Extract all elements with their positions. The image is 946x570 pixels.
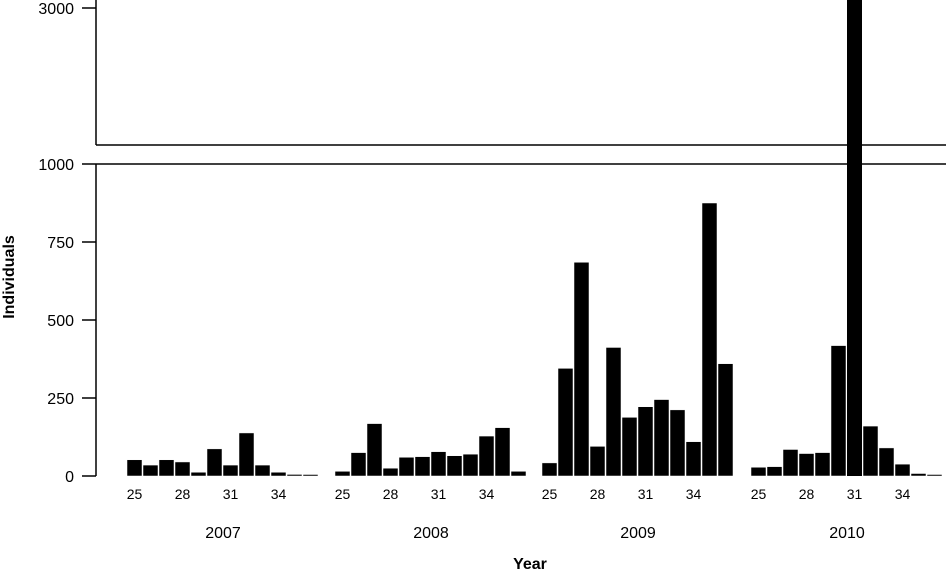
bar: [862, 425, 879, 477]
bar: [669, 409, 686, 477]
bar: [573, 262, 590, 477]
bar: [158, 459, 175, 477]
year-group-label: 2007: [205, 525, 241, 542]
bar: [717, 363, 734, 477]
bar: [350, 452, 367, 477]
y-tick-label: 0: [65, 469, 74, 486]
x-tick-label: 31: [223, 486, 239, 502]
bar: [830, 345, 847, 477]
x-tick-label: 31: [638, 486, 654, 502]
x-tick-label: 28: [175, 486, 191, 502]
x-tick-label: 25: [751, 486, 767, 502]
x-tick-label: 34: [895, 486, 911, 502]
bar: [430, 451, 447, 477]
bars: [126, 0, 943, 477]
bar: [206, 448, 223, 477]
y-tick-label: 1000: [38, 157, 74, 174]
bar: [334, 471, 351, 477]
bar: [847, 164, 862, 476]
labels: 0 250 500 750 1000 3000 25 28 31 34 2007 25 28 31 34 20…: [38, 1, 910, 542]
x-tick-label: 31: [847, 486, 863, 502]
x-tick-label: 25: [542, 486, 558, 502]
bar: [142, 464, 159, 477]
x-tick-label: 28: [383, 486, 399, 502]
x-tick-label: 31: [431, 486, 447, 502]
bar: [557, 368, 574, 477]
x-tick-label: 28: [590, 486, 606, 502]
bar: [685, 441, 702, 477]
bar: [910, 473, 927, 477]
year-group-label: 2009: [620, 525, 656, 542]
bar: [126, 459, 143, 477]
x-axis-title: Year: [513, 556, 547, 570]
bar: [254, 464, 271, 477]
x-tick-label: 34: [271, 486, 287, 502]
bar: [589, 446, 606, 477]
bar: [414, 456, 431, 477]
bar: [190, 472, 207, 477]
bar: [798, 453, 815, 477]
bar: [926, 474, 943, 477]
x-tick-label: 25: [335, 486, 351, 502]
bar: [605, 347, 622, 477]
bar: [637, 406, 654, 477]
bar: [621, 417, 638, 477]
y-tick-label: 750: [47, 235, 74, 252]
year-group-label: 2010: [829, 525, 865, 542]
bar: [174, 461, 191, 477]
bar: [541, 462, 558, 477]
bar: [814, 452, 831, 477]
bar: [446, 455, 463, 477]
y-axis-title: Individuals: [1, 235, 18, 319]
bar: [366, 423, 383, 477]
x-tick-label: 34: [479, 486, 495, 502]
bar: [222, 464, 239, 477]
bar: [286, 474, 303, 477]
bar: [382, 467, 399, 477]
bar: [653, 399, 670, 477]
upper-panel: [82, 0, 946, 146]
lower-panel: [82, 163, 946, 477]
bar: [510, 471, 527, 477]
bar: [302, 474, 319, 477]
bar: [782, 449, 799, 477]
bar: [701, 202, 718, 477]
x-tick-label: 34: [686, 486, 702, 502]
bar: [398, 457, 415, 477]
year-group-label: 2008: [413, 525, 449, 542]
bar-break-segment: [847, 145, 862, 164]
bar: [462, 453, 479, 477]
bar: [750, 467, 767, 477]
bar: [894, 463, 911, 477]
bar: [766, 466, 783, 477]
x-tick-label: 28: [799, 486, 815, 502]
x-tick-label: 25: [127, 486, 143, 502]
bar: [270, 472, 287, 477]
bar: [878, 447, 895, 477]
bar: [478, 435, 495, 477]
y-tick-label: 3000: [38, 1, 74, 18]
bar: [494, 427, 511, 477]
bar-upper-segment: [847, 0, 862, 145]
y-tick-label: 500: [47, 313, 74, 330]
bar: [238, 432, 255, 477]
y-tick-label: 250: [47, 391, 74, 408]
